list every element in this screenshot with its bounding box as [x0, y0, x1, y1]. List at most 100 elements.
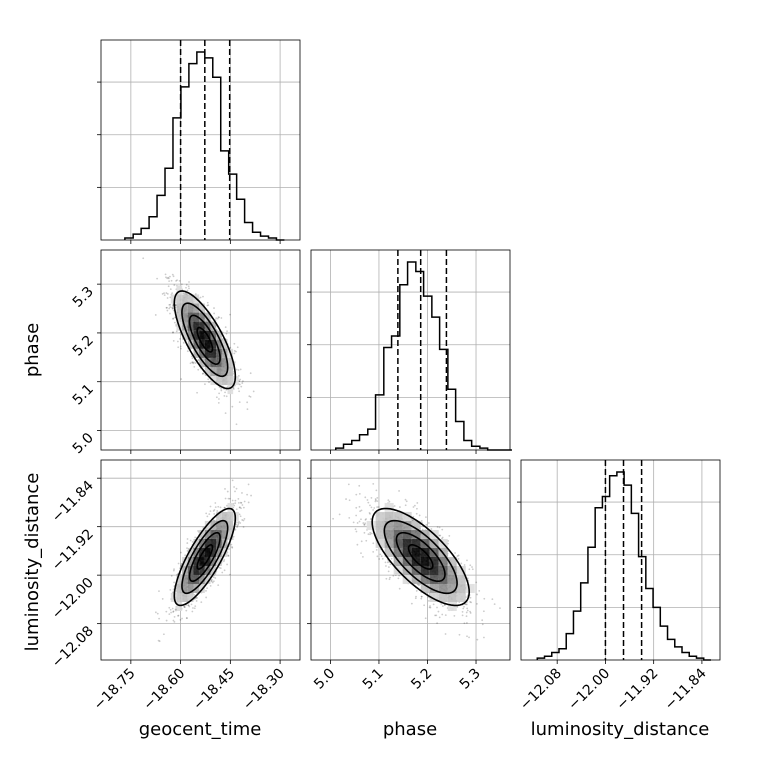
sample-point — [169, 303, 172, 306]
sample-point — [466, 635, 468, 638]
sample-point — [171, 307, 174, 310]
sample-point — [204, 383, 206, 386]
panel-frame — [310, 249, 511, 451]
sample-point — [412, 515, 415, 518]
y-axis-label-luminosity-distance: luminosity_distance — [22, 473, 43, 652]
density-cell — [447, 565, 457, 575]
sample-point — [183, 605, 185, 608]
sample-point — [405, 500, 408, 503]
y-tick-labels-phase: 5.05.15.25.3 — [70, 284, 97, 457]
sample-point — [476, 638, 479, 641]
sample-point — [385, 565, 387, 567]
sample-point — [427, 522, 430, 524]
density-cell — [216, 556, 222, 566]
density-cell — [193, 321, 200, 331]
density-cell — [204, 529, 211, 539]
sample-point — [435, 614, 438, 617]
sample-point — [236, 526, 239, 528]
density-cell — [420, 574, 430, 584]
sample-point — [242, 526, 245, 528]
sample-point — [483, 636, 485, 639]
sample-point — [183, 292, 186, 295]
sample-point — [469, 596, 472, 599]
sample-point — [441, 536, 444, 539]
sample-point — [355, 530, 358, 533]
density-cell — [221, 511, 228, 521]
sample-point — [414, 597, 417, 600]
sample-point — [360, 552, 362, 554]
sample-point — [170, 279, 173, 282]
sample-point — [235, 368, 238, 371]
sample-point — [214, 506, 217, 509]
sample-point — [218, 316, 220, 319]
density-cell — [375, 529, 385, 539]
sample-point — [423, 604, 426, 607]
sample-point — [425, 523, 428, 526]
sample-point — [182, 341, 185, 344]
sample-point — [356, 522, 359, 524]
sample-point — [213, 388, 216, 391]
sample-point — [420, 520, 423, 522]
sample-point — [453, 614, 456, 617]
sample-point — [481, 623, 484, 626]
density-cell — [221, 520, 228, 530]
sample-point — [206, 301, 209, 304]
sample-point — [180, 378, 183, 380]
sample-point — [417, 583, 420, 586]
sample-point — [375, 489, 378, 492]
sample-point — [174, 608, 177, 611]
sample-point — [167, 277, 170, 280]
sample-point — [185, 609, 188, 612]
sample-point — [491, 598, 494, 601]
sample-point — [375, 549, 378, 551]
sample-point — [224, 326, 227, 329]
sample-point — [226, 490, 229, 493]
sample-point — [166, 306, 168, 309]
sample-point — [172, 317, 175, 320]
contour-level-4 — [173, 507, 237, 607]
sample-point — [425, 516, 427, 519]
x-tick-label: −12.08 — [517, 666, 565, 714]
sample-point — [154, 314, 157, 316]
sample-point — [387, 570, 390, 573]
sample-point — [420, 597, 423, 600]
sample-point — [202, 295, 204, 298]
x-tick-label: 5.1 — [360, 666, 387, 693]
sample-point — [212, 576, 215, 578]
density-cell — [182, 592, 188, 602]
sample-point — [363, 523, 366, 526]
density-cell — [199, 574, 205, 584]
sample-point — [441, 605, 444, 608]
sample-point — [193, 594, 196, 596]
sample-point — [481, 619, 484, 622]
sample-point — [388, 500, 391, 503]
sample-point — [440, 603, 443, 605]
sample-point — [172, 317, 174, 320]
sample-point — [252, 390, 255, 393]
sample-point — [392, 574, 395, 577]
sample-point — [213, 509, 216, 511]
sample-point — [175, 609, 177, 612]
sample-point — [356, 543, 359, 546]
sample-point — [172, 331, 174, 334]
density-cell — [366, 520, 376, 530]
y-tick-label: 5.1 — [70, 381, 97, 408]
sample-point — [166, 293, 169, 295]
sample-point — [173, 568, 175, 571]
sample-point — [360, 509, 363, 512]
sample-point — [177, 346, 180, 349]
sample-point — [415, 595, 417, 598]
sample-point — [463, 564, 466, 566]
sample-point — [195, 600, 198, 602]
sample-point — [410, 602, 413, 605]
sample-point — [169, 306, 172, 309]
sample-point — [465, 615, 468, 618]
sample-point — [235, 521, 238, 524]
sample-point — [438, 534, 441, 537]
sample-point — [223, 506, 226, 509]
sample-point — [165, 306, 168, 309]
sample-point — [469, 612, 472, 614]
sample-point — [210, 580, 213, 583]
sample-point — [216, 317, 219, 320]
